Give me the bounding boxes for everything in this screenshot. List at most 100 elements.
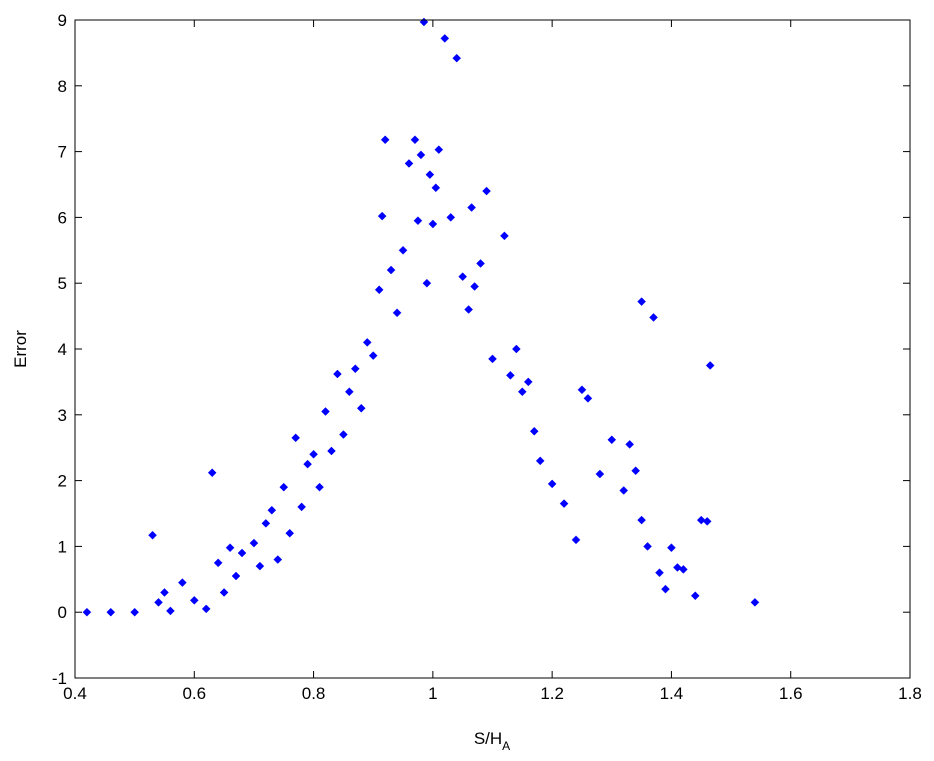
y-tick-label: 1 (58, 537, 67, 556)
data-point (267, 505, 277, 515)
y-tick-label: 3 (58, 406, 67, 425)
data-point (374, 285, 384, 295)
data-point (207, 468, 217, 478)
data-point (291, 433, 301, 443)
data-point (166, 606, 175, 616)
data-point (285, 528, 295, 538)
y-axis-label: Error (11, 330, 30, 368)
data-point (643, 542, 652, 551)
data-point (273, 555, 283, 564)
x-tick-label: 1.8 (898, 684, 922, 703)
data-point (571, 535, 581, 545)
data-point (452, 53, 462, 63)
data-point (213, 558, 223, 568)
data-point (559, 499, 569, 508)
data-point (506, 370, 515, 380)
y-tick-label: 5 (58, 274, 67, 293)
x-tick-label: 1.6 (779, 684, 803, 703)
data-point (327, 446, 336, 456)
data-point (279, 482, 289, 492)
data-point (679, 565, 688, 574)
data-point (106, 607, 116, 617)
data-point (517, 387, 527, 397)
data-point (255, 561, 265, 571)
data-point (160, 588, 169, 597)
data-point (583, 393, 593, 403)
data-point (148, 530, 157, 540)
data-point (386, 265, 396, 275)
data-point (425, 170, 435, 179)
data-point (237, 548, 247, 558)
data-point (309, 449, 318, 459)
data-point (297, 502, 306, 512)
data-point (422, 278, 432, 288)
y-tick-label: 6 (58, 208, 67, 227)
data-point (404, 159, 414, 168)
data-point (219, 588, 229, 597)
data-point (249, 538, 259, 548)
axis-ticks: 0.4 0.6 0.8 1 1.2 1.4 1.6 1.8 -1 0 1 2 3 4 5 6 7 8 9 (52, 11, 922, 703)
data-point (392, 308, 402, 318)
data-point (333, 369, 342, 379)
data-point (225, 543, 235, 553)
axes-frame (74, 19, 911, 679)
data-point (362, 338, 372, 347)
data-point (535, 456, 545, 466)
y-tick-label: -1 (52, 669, 67, 688)
data-point (488, 354, 497, 364)
data-point (231, 571, 241, 581)
data-point (410, 135, 420, 145)
data-point (82, 607, 92, 617)
x-tick-label: 1.2 (540, 684, 564, 703)
data-point (416, 150, 426, 160)
y-tick-label: 0 (58, 603, 67, 622)
data-point (154, 597, 163, 607)
data-point (705, 361, 715, 370)
data-point (470, 282, 479, 291)
data-point (339, 430, 348, 439)
data-point (667, 543, 676, 553)
data-point (500, 231, 509, 241)
data-point (458, 272, 468, 281)
data-point (702, 517, 712, 526)
data-point (482, 186, 491, 196)
data-point (440, 34, 450, 43)
data-point (356, 403, 366, 413)
x-tick-label: 0.8 (302, 684, 326, 703)
data-point (631, 466, 640, 476)
data-points (82, 17, 760, 617)
x-axis-label: S/HA (474, 729, 510, 753)
data-point (380, 135, 390, 145)
y-tick-label: 7 (58, 143, 67, 162)
axes-background (75, 20, 910, 678)
x-tick-label: 1.4 (660, 684, 684, 703)
data-point (431, 183, 441, 193)
x-tick-label: 0.6 (182, 684, 206, 703)
data-point (428, 219, 438, 229)
data-point (350, 364, 360, 374)
data-point (607, 435, 617, 445)
data-point (189, 596, 199, 605)
data-point (649, 313, 658, 322)
data-point (178, 578, 187, 587)
data-point (690, 591, 700, 601)
data-point (321, 407, 330, 416)
data-point (467, 203, 476, 212)
data-point (625, 440, 635, 449)
data-point (398, 245, 408, 255)
data-point (413, 216, 423, 226)
data-point (512, 344, 521, 354)
data-point (661, 584, 670, 594)
x-tick-label: 1 (428, 684, 437, 703)
data-point (595, 469, 605, 479)
data-point (750, 597, 760, 607)
data-point (345, 387, 354, 397)
data-point (637, 515, 646, 525)
data-point (261, 519, 271, 528)
data-point (368, 351, 378, 360)
data-point (619, 486, 629, 495)
data-point (130, 607, 139, 617)
y-tick-label: 9 (58, 11, 67, 30)
x-tick-label: 0.4 (63, 684, 87, 703)
